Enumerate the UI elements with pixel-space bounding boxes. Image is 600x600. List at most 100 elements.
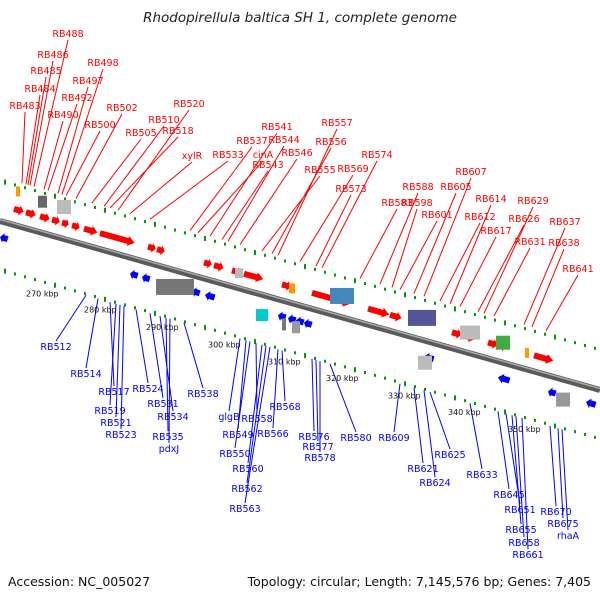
- gene-label: RB497: [72, 76, 103, 87]
- tick-mark: [504, 409, 506, 415]
- forward-gene-arrow: [13, 205, 24, 216]
- tick-mark: [304, 353, 306, 359]
- gene-label: RB574: [361, 150, 392, 161]
- tick-mark: [424, 298, 426, 302]
- leader-line: [149, 313, 164, 399]
- gene-label: RB675: [547, 519, 578, 530]
- tick-mark: [594, 435, 596, 439]
- tick-mark: [494, 318, 496, 322]
- tick-mark: [574, 430, 576, 434]
- leader-line: [515, 416, 525, 538]
- tick-mark: [394, 290, 396, 294]
- tick-mark: [94, 294, 96, 298]
- gene-features: [0, 186, 597, 409]
- tick-mark: [64, 197, 66, 201]
- tick-mark: [174, 317, 176, 321]
- leader-line: [299, 174, 354, 262]
- tick-mark: [404, 292, 406, 298]
- feature-block: [156, 278, 194, 295]
- leader-line: [315, 359, 319, 442]
- reverse-gene-arrow: [586, 398, 597, 409]
- gene-label: RB609: [378, 433, 409, 444]
- tick-mark: [324, 270, 326, 274]
- tick-mark: [474, 402, 476, 406]
- leader-line: [183, 322, 204, 389]
- leader-line: [168, 318, 171, 444]
- tick-mark: [214, 239, 216, 243]
- gene-label: RB483: [9, 101, 40, 112]
- gene-label: RB624: [419, 478, 450, 489]
- gene-label: RB560: [232, 464, 263, 475]
- tick-mark: [284, 259, 286, 263]
- forward-gene-arrow: [243, 270, 264, 283]
- tick-mark: [454, 395, 456, 401]
- leader-line: [27, 76, 47, 185]
- gene-label: RB641: [562, 264, 593, 275]
- tick-mark: [374, 373, 376, 377]
- leader-line: [561, 429, 569, 531]
- tick-mark: [294, 351, 296, 355]
- gene-label: RB598: [401, 198, 432, 209]
- gene-label: RB588: [402, 182, 433, 193]
- forward-gene-arrow: [156, 245, 165, 256]
- forward-gene-arrow: [533, 352, 554, 364]
- tick-mark: [294, 262, 296, 266]
- leader-line: [120, 305, 125, 430]
- forward-gene-arrow: [71, 221, 80, 232]
- gene-label: RB500: [84, 120, 115, 131]
- leader-line: [246, 345, 267, 484]
- tick-mark: [484, 404, 486, 408]
- tick-mark: [184, 231, 186, 235]
- leader-line: [33, 39, 69, 187]
- reverse-gene-arrow: [548, 387, 557, 398]
- leader-line: [423, 390, 436, 478]
- leader-line: [47, 103, 78, 191]
- scale-label: 320 kbp: [326, 374, 359, 383]
- tick-mark: [134, 217, 136, 221]
- forward-gene-arrow: [487, 339, 498, 349]
- tick-mark: [584, 343, 586, 347]
- tick-mark: [34, 189, 36, 193]
- gene-label: RB510: [148, 115, 179, 126]
- tick-mark: [334, 273, 336, 277]
- tick-mark: [44, 280, 46, 284]
- label-leader-lines: [21, 39, 579, 550]
- tick-mark: [234, 245, 236, 249]
- gene-label: RB658: [508, 538, 539, 549]
- gene-label: RB661: [512, 550, 543, 561]
- tick-mark: [554, 423, 556, 429]
- leader-line: [228, 338, 241, 412]
- gene-label: RB655: [505, 525, 536, 536]
- leader-line: [449, 204, 492, 304]
- forward-gene-arrow: [25, 208, 36, 219]
- tick-mark: [544, 332, 546, 336]
- tick-mark: [424, 387, 426, 391]
- tick-mark: [564, 338, 566, 342]
- forward-gene-arrow: [203, 258, 212, 269]
- gene-label: RB637: [549, 217, 580, 228]
- gene-label: RB580: [340, 433, 371, 444]
- feature-block: [38, 195, 47, 208]
- tick-mark: [14, 272, 16, 276]
- gene-label: RB614: [475, 194, 506, 205]
- tick-mark: [124, 303, 126, 307]
- leader-line: [129, 161, 193, 215]
- leader-line: [329, 363, 357, 433]
- tick-mark: [144, 309, 146, 313]
- tick-mark: [124, 214, 126, 218]
- tick-mark: [44, 191, 46, 195]
- gene-label: RB549: [222, 430, 253, 441]
- leader-line: [413, 192, 457, 294]
- gene-label: RB555: [304, 165, 335, 176]
- leader-line: [21, 111, 26, 184]
- gene-label: RB546: [281, 148, 312, 159]
- reverse-gene-arrow: [192, 287, 201, 297]
- feature-block: [556, 392, 570, 407]
- gene-label: RB563: [229, 504, 260, 515]
- leader-line: [234, 341, 251, 449]
- leader-line: [399, 220, 438, 290]
- gene-label: RB645: [493, 490, 524, 501]
- tick-mark: [444, 304, 446, 308]
- reverse-gene-arrow: [498, 373, 511, 384]
- tick-mark: [154, 221, 156, 227]
